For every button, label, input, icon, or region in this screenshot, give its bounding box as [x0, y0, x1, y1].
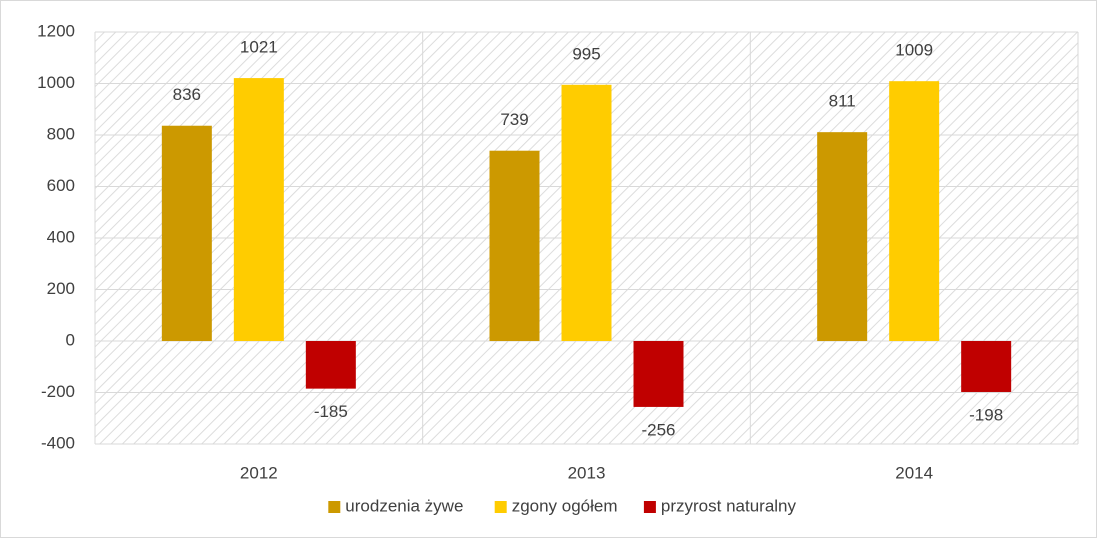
y-tick-label: 1000	[37, 73, 75, 92]
y-tick-label: -400	[41, 433, 75, 452]
y-tick-label: -200	[41, 382, 75, 401]
legend-swatch	[643, 501, 656, 513]
legend-swatch	[494, 501, 507, 513]
bar	[305, 341, 356, 389]
legend-label: przyrost naturalny	[661, 496, 797, 515]
data-label: 739	[500, 110, 528, 129]
y-tick-label: 1200	[37, 21, 75, 40]
bar	[561, 84, 612, 341]
y-tick-label: 400	[47, 227, 75, 246]
bar	[633, 341, 684, 407]
data-label: 995	[572, 44, 600, 63]
bar	[889, 81, 940, 342]
bar	[817, 132, 868, 341]
legend-label: urodzenia żywe	[345, 496, 463, 515]
y-tick-label: 0	[66, 330, 75, 349]
y-tick-label: 200	[47, 279, 75, 298]
y-tick-label: 800	[47, 124, 75, 143]
x-tick-label: 2012	[240, 463, 278, 482]
data-label: 1021	[240, 38, 278, 57]
x-tick-label: 2014	[895, 463, 933, 482]
data-label: 1009	[895, 41, 933, 60]
bar	[233, 78, 284, 341]
bar	[489, 150, 540, 341]
data-label: -198	[969, 405, 1003, 424]
data-label: -256	[641, 420, 675, 439]
legend-label: zgony ogółem	[512, 496, 618, 515]
x-tick-label: 2013	[568, 463, 606, 482]
data-label: 836	[173, 85, 201, 104]
data-label: 811	[829, 92, 856, 111]
legend-swatch	[328, 501, 341, 513]
data-label: -185	[314, 402, 348, 421]
bar	[161, 125, 212, 341]
y-tick-label: 600	[47, 176, 75, 195]
bar	[961, 341, 1012, 392]
